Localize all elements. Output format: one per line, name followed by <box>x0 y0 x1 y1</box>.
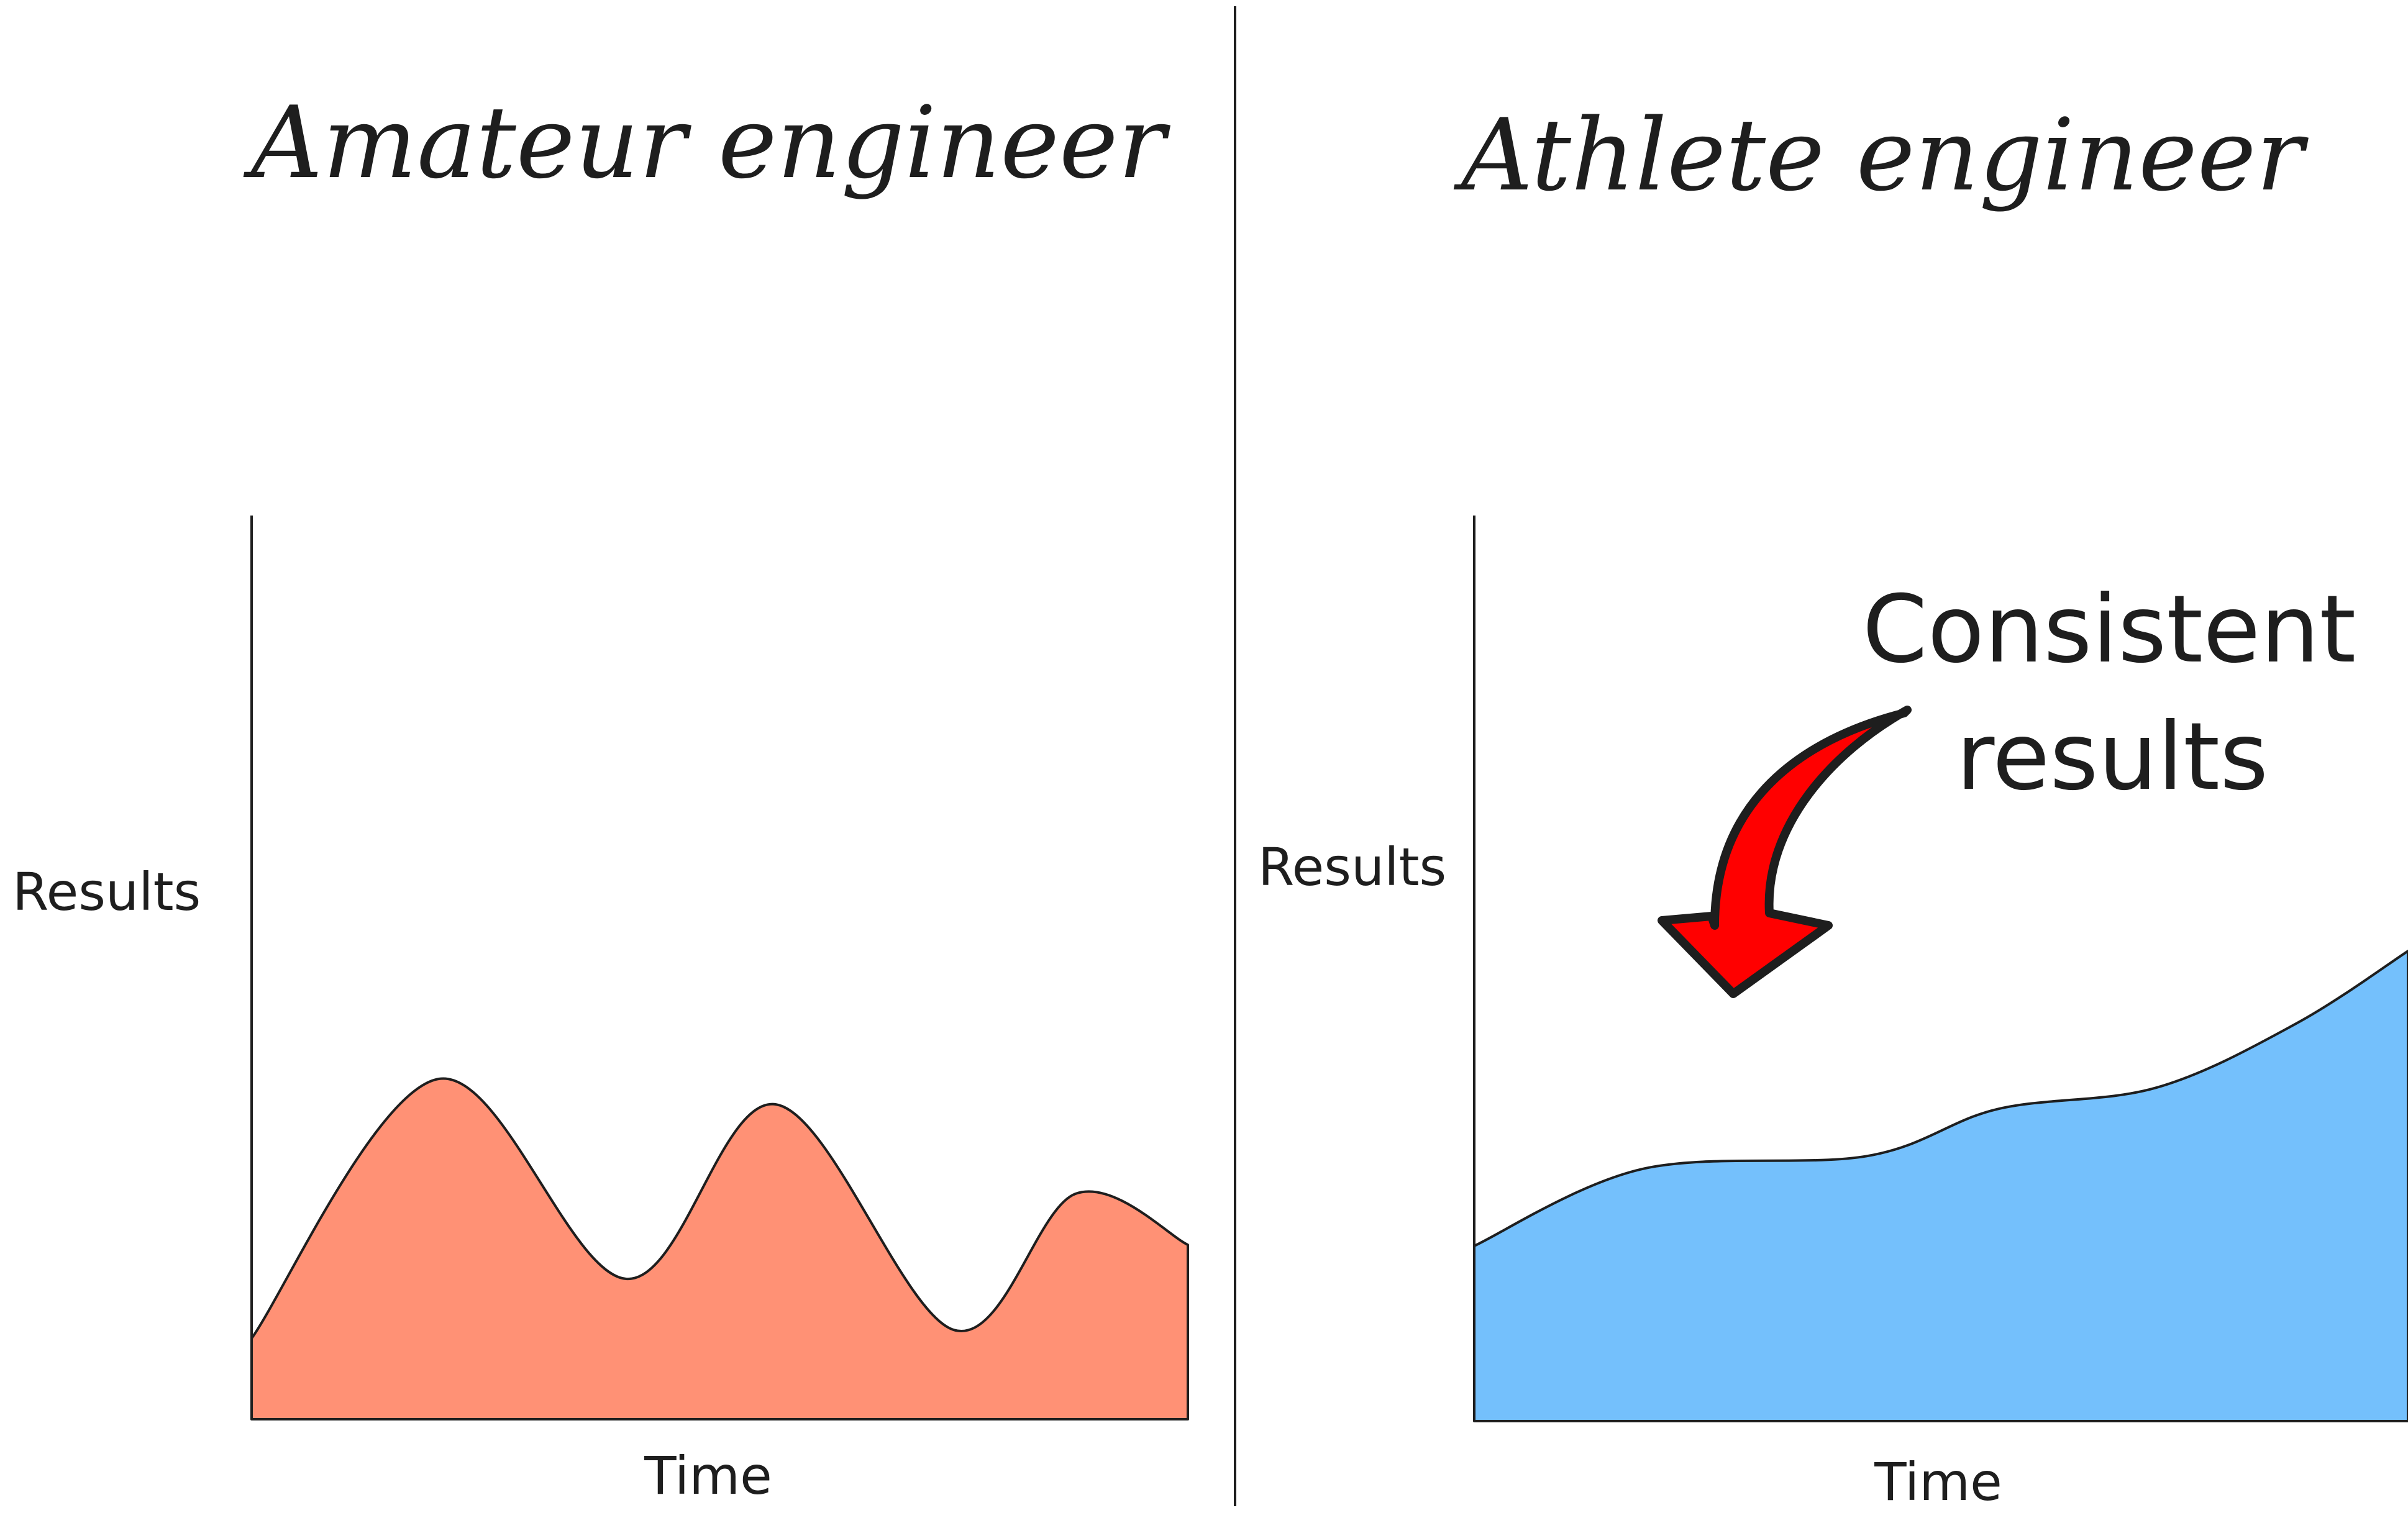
amateur-y-axis-label: Results <box>12 861 201 922</box>
amateur-x-axis-label: Time <box>644 1445 772 1506</box>
amateur-panel: Amateur engineer Results Time <box>12 84 1189 1506</box>
annotation-line-2: results <box>1956 703 2269 811</box>
athlete-panel: Athlete engineer Results Time Consistent… <box>1258 97 2408 1512</box>
athlete-results-area <box>1473 950 2408 1422</box>
curved-arrow-icon <box>1658 706 1912 998</box>
athlete-y-axis-label: Results <box>1258 837 1446 898</box>
amateur-results-area <box>250 1077 1189 1420</box>
athlete-x-axis-label: Time <box>1874 1452 2002 1512</box>
annotation-line-1: Consistent <box>1863 576 2356 684</box>
amateur-title: Amateur engineer <box>243 84 1171 201</box>
athlete-title: Athlete engineer <box>1453 97 2309 213</box>
